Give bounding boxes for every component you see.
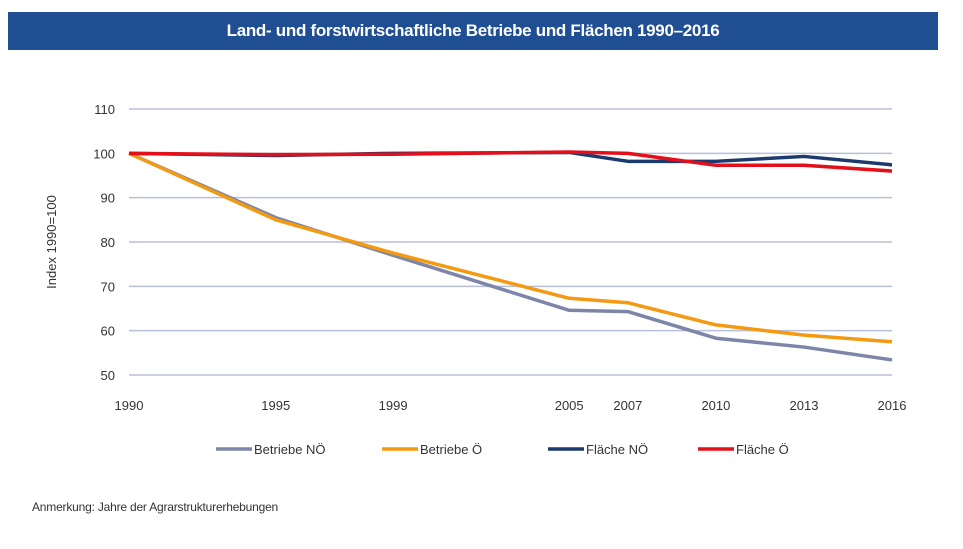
series-line-betriebe-nö — [128, 151, 893, 362]
legend-label: Betriebe Ö — [420, 442, 482, 457]
legend-label: Fläche NÖ — [586, 442, 648, 457]
x-tick-label: 2007 — [613, 398, 642, 413]
legend-item: Fläche Ö — [698, 442, 789, 457]
legend-label: Fläche Ö — [736, 442, 789, 457]
x-tick-label: 2005 — [555, 398, 584, 413]
chart-title: Land- und forstwirtschaftliche Betriebe … — [8, 12, 938, 50]
series-line-betriebe-ö — [128, 151, 893, 344]
legend-item: Betriebe Ö — [382, 442, 482, 457]
x-tick-label: 1990 — [115, 398, 144, 413]
legend-item: Betriebe NÖ — [216, 442, 326, 457]
x-tick-label: 1995 — [261, 398, 290, 413]
legend-item: Fläche NÖ — [548, 442, 648, 457]
x-tick-label: 2016 — [878, 398, 907, 413]
x-tick-label: 1999 — [379, 398, 408, 413]
y-tick-label: 90 — [101, 191, 115, 206]
y-tick-label: 50 — [101, 368, 115, 383]
x-tick-label: 2010 — [701, 398, 730, 413]
y-tick-label: 80 — [101, 235, 115, 250]
legend-label: Betriebe NÖ — [254, 442, 326, 457]
y-tick-label: 100 — [93, 146, 115, 161]
y-tick-label: 60 — [101, 324, 115, 339]
y-axis-label: Index 1990=100 — [44, 195, 59, 289]
footnote: Anmerkung: Jahre der Agrarstrukturerhebu… — [32, 500, 279, 514]
y-tick-label: 110 — [94, 102, 115, 117]
y-tick-label: 70 — [101, 279, 115, 294]
series-line-fläche-ö — [128, 150, 893, 173]
x-tick-label: 2013 — [790, 398, 819, 413]
